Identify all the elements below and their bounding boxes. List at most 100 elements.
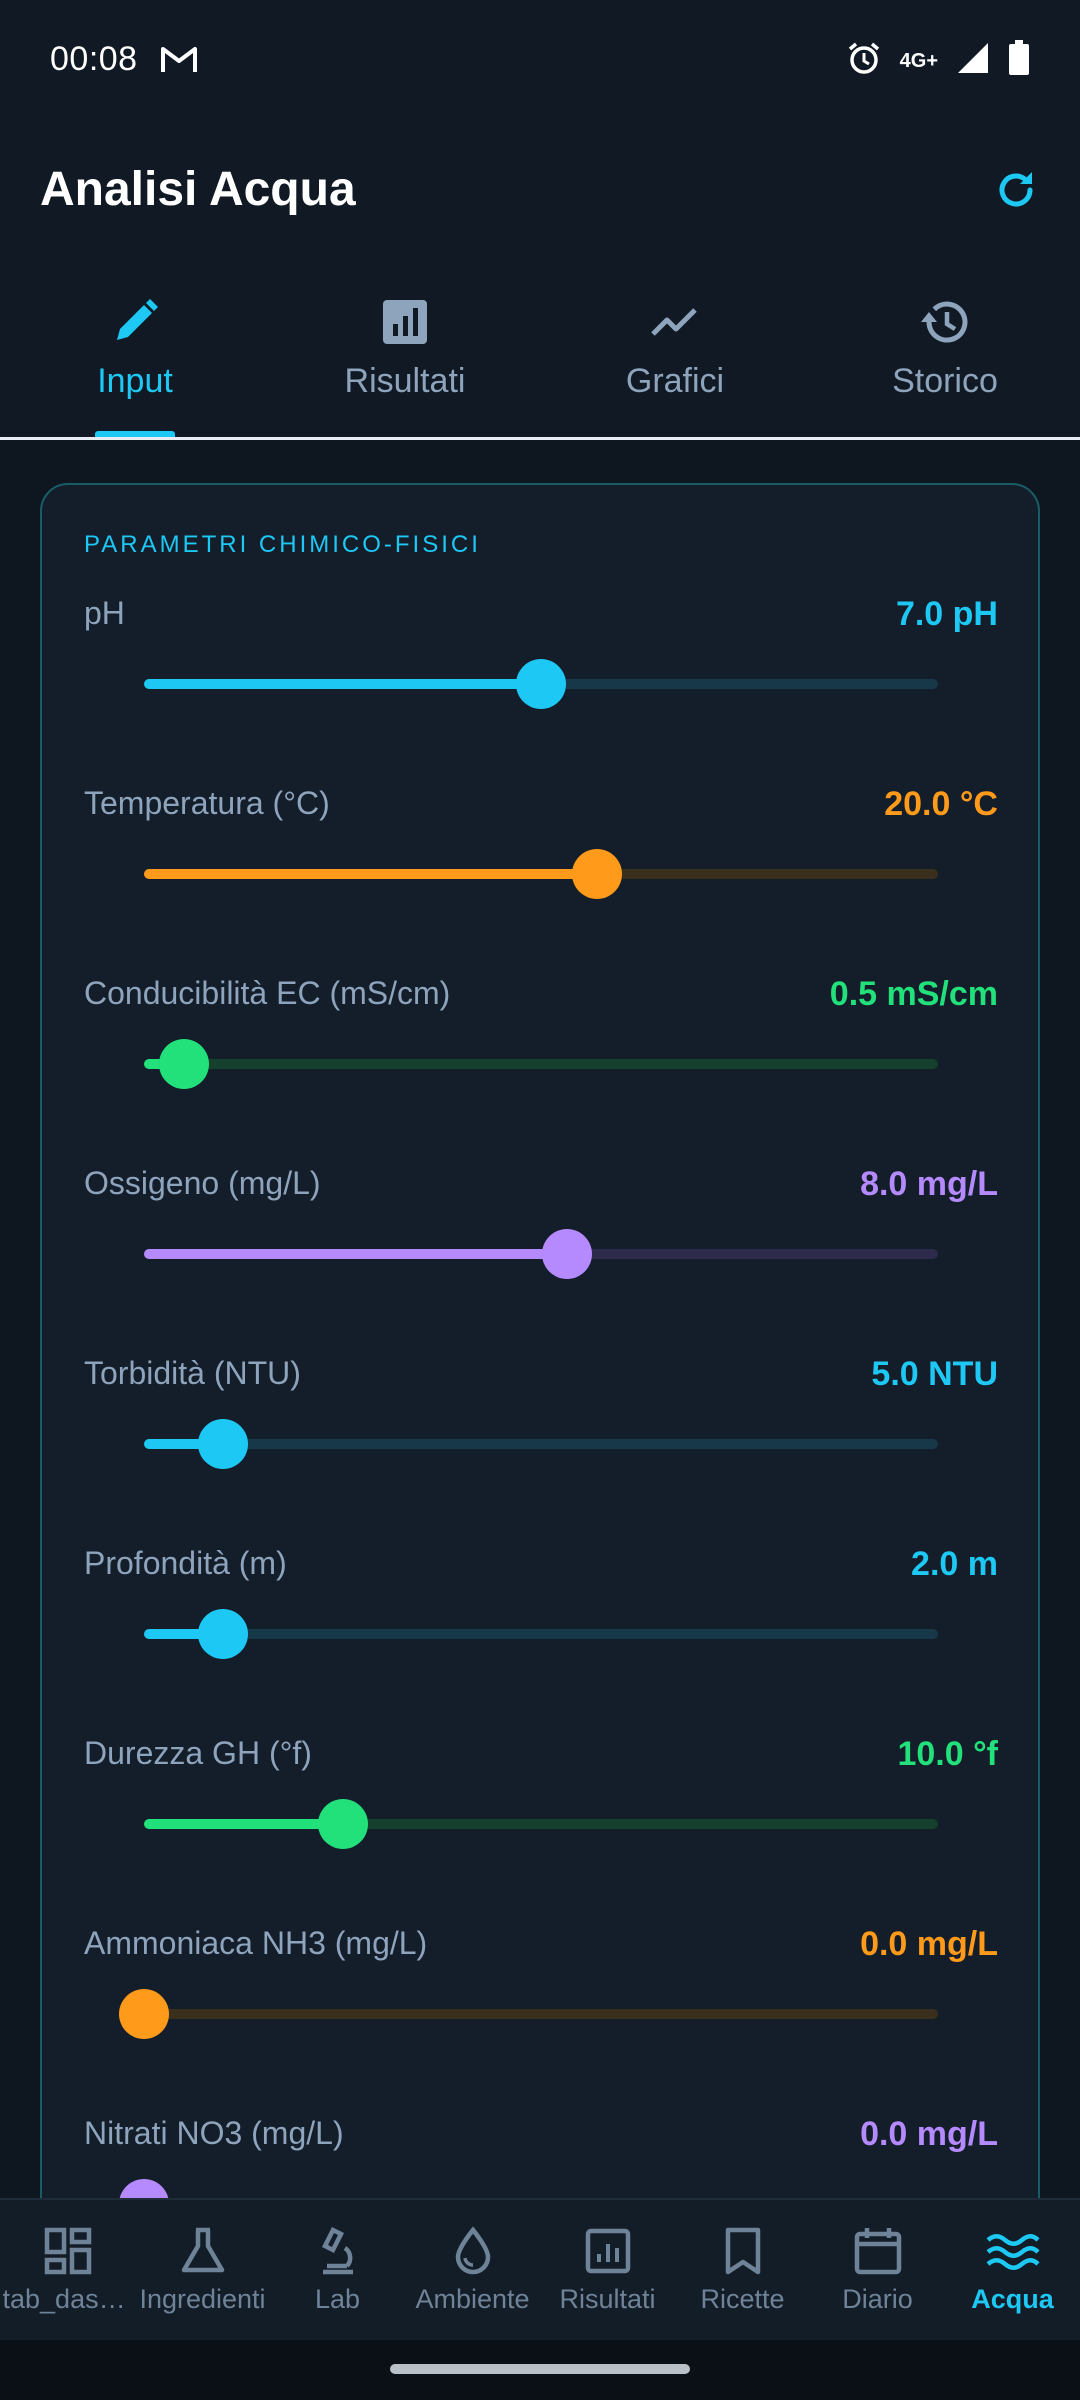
slider-fill bbox=[144, 869, 597, 879]
nav-label: Ingredienti bbox=[139, 2284, 266, 2314]
gesture-handle[interactable] bbox=[390, 2364, 690, 2374]
network-type: 4G+ bbox=[899, 49, 938, 72]
nav-acqua[interactable]: Acqua bbox=[945, 2200, 1080, 2340]
parameter-row: Ammoniaca NH3 (mg/L) 0.0 mg/L bbox=[84, 1925, 998, 2115]
tab-bar: Input Risultati Grafici Storico bbox=[0, 254, 1080, 440]
slider-fill bbox=[144, 1629, 223, 1639]
calendar-icon bbox=[854, 2228, 901, 2275]
nav-ingredienti[interactable]: Ingredienti bbox=[135, 2200, 270, 2340]
nav-label: Risultati bbox=[559, 2284, 656, 2314]
tab-storico[interactable]: Storico bbox=[810, 254, 1080, 437]
battery-icon bbox=[1008, 40, 1030, 81]
slider-fill bbox=[144, 1249, 567, 1259]
nav-lab[interactable]: Lab bbox=[270, 2200, 405, 2340]
tab-label: Storico bbox=[892, 362, 998, 400]
parameter-slider[interactable] bbox=[144, 1229, 938, 1279]
parameter-value: 0.0 mg/L bbox=[860, 2115, 998, 2153]
nav-dashboard[interactable]: tab_dashboard bbox=[0, 2200, 135, 2340]
parameter-row: Nitrati NO3 (mg/L) 0.0 mg/L bbox=[84, 2115, 998, 2198]
parameter-label: Torbidità (NTU) bbox=[84, 1355, 301, 1391]
gmail-icon bbox=[160, 44, 198, 79]
microscope-icon bbox=[321, 2226, 353, 2275]
parameter-row: pH 7.0 pH bbox=[84, 595, 998, 785]
tab-grafici[interactable]: Grafici bbox=[540, 254, 810, 437]
parameter-row: Profondità (m) 2.0 m bbox=[84, 1545, 998, 1735]
parameter-label: Profondità (m) bbox=[84, 1545, 287, 1581]
nav-label: Ambiente bbox=[415, 2284, 530, 2314]
gesture-navigation-area bbox=[0, 2340, 1080, 2400]
parameter-row: Conducibilità EC (mS/cm) 0.5 mS/cm bbox=[84, 975, 998, 1165]
line-chart-icon bbox=[651, 308, 697, 336]
parameter-slider[interactable] bbox=[144, 1419, 938, 1469]
slider-thumb[interactable] bbox=[159, 1039, 209, 1089]
parameter-slider[interactable] bbox=[119, 1989, 938, 2039]
dashboard-icon bbox=[44, 2227, 91, 2275]
parameter-label: Temperatura (°C) bbox=[84, 785, 330, 821]
nav-label: Acqua bbox=[971, 2284, 1054, 2314]
parameter-row: Temperatura (°C) 20.0 °C bbox=[84, 785, 998, 975]
tab-input[interactable]: Input bbox=[0, 254, 270, 437]
parameter-value: 0.0 mg/L bbox=[860, 1925, 998, 1963]
slider-thumb[interactable] bbox=[542, 1229, 592, 1279]
slider-thumb[interactable] bbox=[318, 1799, 368, 1849]
parameter-slider[interactable] bbox=[144, 659, 938, 709]
signal-icon bbox=[956, 41, 990, 80]
flask-icon bbox=[181, 2227, 224, 2273]
refresh-icon bbox=[999, 172, 1033, 207]
active-tab-indicator bbox=[95, 431, 175, 437]
parameter-label: Ammoniaca NH3 (mg/L) bbox=[84, 1925, 428, 1961]
slider-fill bbox=[144, 679, 541, 689]
tab-label: Input bbox=[97, 362, 173, 400]
parameter-label: pH bbox=[84, 595, 125, 631]
slider-fill bbox=[144, 1819, 343, 1829]
parameter-label: Durezza GH (°f) bbox=[84, 1735, 312, 1771]
slider-thumb[interactable] bbox=[119, 2179, 169, 2198]
parameter-value: 10.0 °f bbox=[897, 1735, 998, 1773]
parameter-value: 5.0 NTU bbox=[871, 1355, 998, 1393]
nav-label: Diario bbox=[842, 2284, 913, 2314]
slider-thumb[interactable] bbox=[198, 1609, 248, 1659]
waves-icon bbox=[986, 2234, 1040, 2270]
parameter-row: Durezza GH (°f) 10.0 °f bbox=[84, 1735, 998, 1925]
parameter-slider[interactable] bbox=[144, 1799, 938, 1849]
tab-risultati[interactable]: Risultati bbox=[270, 254, 540, 437]
water-drop-icon bbox=[455, 2226, 490, 2275]
nav-ambiente[interactable]: Ambiente bbox=[405, 2200, 540, 2340]
parameter-value: 0.5 mS/cm bbox=[829, 975, 998, 1013]
tab-label: Risultati bbox=[344, 362, 466, 400]
parameter-value: 7.0 pH bbox=[895, 595, 998, 633]
parameter-value: 20.0 °C bbox=[884, 785, 998, 823]
parameter-slider[interactable] bbox=[144, 1609, 938, 1659]
nav-label: Ricette bbox=[700, 2284, 785, 2314]
parameter-value: 2.0 m bbox=[911, 1545, 998, 1583]
slider-thumb[interactable] bbox=[119, 1989, 169, 2039]
parameter-row: Torbidità (NTU) 5.0 NTU bbox=[84, 1355, 998, 1545]
nav-diario[interactable]: Diario bbox=[810, 2200, 945, 2340]
section-title: PARAMETRI CHIMICO-FISICI bbox=[84, 531, 481, 558]
slider-fill bbox=[144, 1439, 223, 1449]
alarm-icon bbox=[846, 40, 882, 81]
app-bar: Analisi Acqua bbox=[0, 124, 1080, 254]
refresh-button[interactable] bbox=[988, 162, 1044, 218]
nav-risultati[interactable]: Risultati bbox=[540, 2200, 675, 2340]
parameter-slider[interactable] bbox=[144, 849, 938, 899]
nav-label: Lab bbox=[314, 2284, 361, 2314]
slider-thumb[interactable] bbox=[572, 849, 622, 899]
parameter-label: Nitrati NO3 (mg/L) bbox=[84, 2115, 344, 2151]
parameter-row: Ossigeno (mg/L) 8.0 mg/L bbox=[84, 1165, 998, 1355]
pencil-icon bbox=[117, 299, 158, 340]
status-bar: 00:08 4G+ bbox=[0, 0, 1080, 124]
parameters-card: PARAMETRI CHIMICO-FISICI pH 7.0 pH Tempera… bbox=[40, 483, 1040, 2198]
bookmark-icon bbox=[725, 2227, 760, 2275]
slider-thumb[interactable] bbox=[516, 659, 566, 709]
bar-chart-icon bbox=[383, 300, 427, 344]
slider-thumb[interactable] bbox=[198, 1419, 248, 1469]
history-icon bbox=[921, 301, 968, 343]
input-content[interactable]: PARAMETRI CHIMICO-FISICI pH 7.0 pH Tempera… bbox=[0, 443, 1080, 2198]
parameter-label: Ossigeno (mg/L) bbox=[84, 1165, 321, 1201]
parameter-label: Conducibilità EC (mS/cm) bbox=[84, 975, 451, 1011]
parameter-value: 8.0 mg/L bbox=[860, 1165, 998, 1203]
nav-label: tab_dashboard bbox=[2, 2284, 133, 2314]
parameter-slider[interactable] bbox=[144, 1039, 938, 1089]
nav-ricette[interactable]: Ricette bbox=[675, 2200, 810, 2340]
